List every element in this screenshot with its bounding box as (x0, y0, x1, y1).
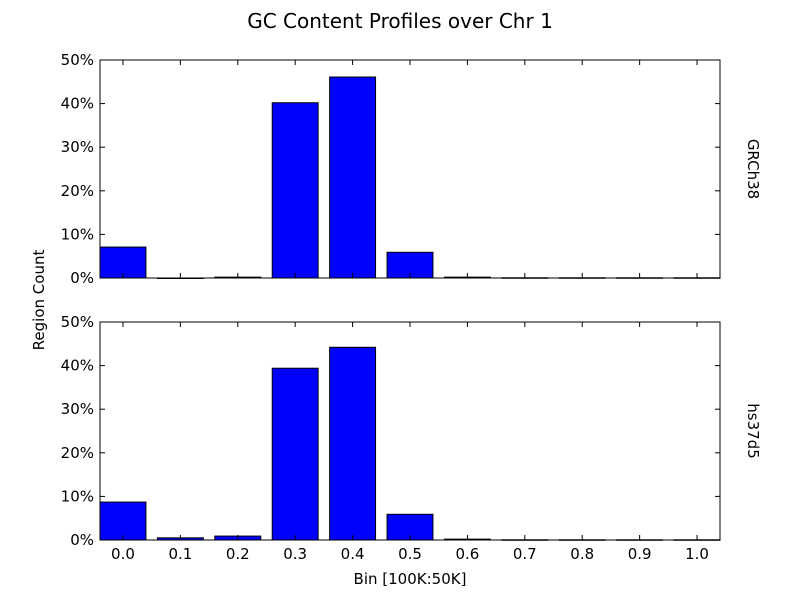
y-tick-label: 50% (61, 51, 94, 69)
x-tick-label: 0.0 (111, 545, 135, 563)
x-tick-label: 0.2 (226, 545, 250, 563)
panel-label: GRCh38 (744, 139, 762, 199)
chart-title: GC Content Profiles over Chr 1 (247, 9, 553, 33)
panel-grch38: 0% 10% 20% 30% 40% 50% GRCh38 (61, 51, 762, 287)
x-tick-label: 0.3 (283, 545, 307, 563)
bar-0.3 (271, 102, 319, 279)
x-tick-label: 0.4 (341, 545, 365, 563)
x-tick-label: 1.0 (685, 545, 709, 563)
x-tick-label: 0.8 (570, 545, 594, 563)
panel-hs37d5: 0% 10% 20% 30% 40% 50% 0.0 0.1 0.2 0.3 0.4 0.5 0.6 0.… (61, 313, 762, 563)
bar-0.0 (99, 501, 147, 541)
y-tick-label: 50% (61, 313, 94, 331)
y-tick-label: 20% (61, 182, 94, 200)
y-tick-label: 40% (61, 357, 94, 375)
y-tick-label: 30% (61, 138, 94, 156)
y-tick-label: 40% (61, 95, 94, 113)
bar-0.1 (156, 277, 204, 279)
y-tick-label: 20% (61, 444, 94, 462)
y-tick-label: 0% (70, 269, 94, 287)
panel-label: hs37d5 (744, 403, 762, 458)
x-tick-label: 0.5 (398, 545, 422, 563)
x-tick-label: 0.1 (168, 545, 192, 563)
y-tick-label: 10% (61, 225, 94, 243)
bar-0.4 (329, 346, 377, 541)
bar-0.0 (99, 246, 147, 279)
y-tick-label: 30% (61, 400, 94, 418)
plot-frame (99, 59, 721, 279)
y-tick-label: 0% (70, 531, 94, 549)
bar-0.3 (271, 367, 319, 541)
x-tick-label: 0.7 (513, 545, 537, 563)
y-axis-label: Region Count (30, 250, 48, 351)
plot-frame (99, 321, 721, 541)
y-tick-label: 10% (61, 487, 94, 505)
x-tick-label: 0.6 (455, 545, 479, 563)
bar-0.4 (329, 76, 377, 279)
x-axis-label: Bin [100K:50K] (354, 570, 467, 588)
x-tick-label: 0.9 (628, 545, 652, 563)
